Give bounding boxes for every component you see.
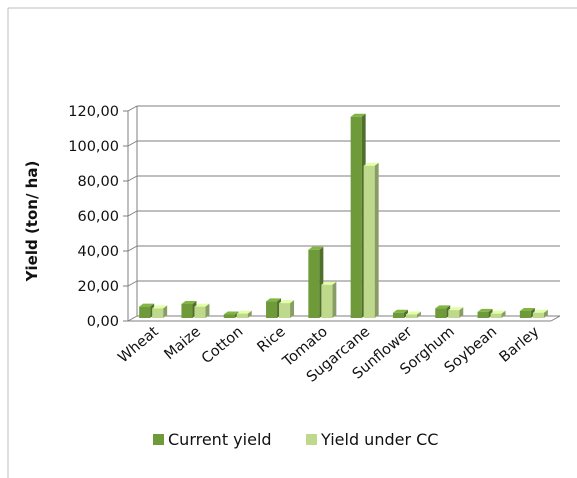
y-tick-label: 80,00 — [77, 174, 119, 190]
legend-swatch-current-yield — [153, 434, 164, 445]
bar-yield-under-cc-maize — [194, 303, 210, 318]
gridline-wall — [127, 175, 138, 182]
y-tick-labels: 0,00 20,00 40,00 60,00 80,00 100,00 120,00 — [68, 104, 119, 330]
legend: Current yield Yield under CC — [153, 430, 438, 449]
bar-current-yield-maize — [181, 301, 197, 318]
bar-yield-under-cc-cotton — [236, 310, 252, 318]
bar-current-yield-sorghum — [435, 305, 451, 318]
bar-current-yield-wheat — [139, 303, 155, 318]
gridline-wall — [127, 245, 138, 252]
floor-edge — [550, 315, 561, 322]
bar-current-yield-soybean — [477, 308, 493, 318]
y-axis-title: Yield (ton/ ha) — [23, 161, 41, 283]
legend-label-current-yield: Current yield — [168, 430, 272, 449]
bar-current-yield-rice — [266, 298, 282, 318]
bar-yield-under-cc-barley — [532, 309, 548, 318]
y-tick-label: 120,00 — [68, 104, 119, 120]
bar-yield-under-cc-wheat — [152, 305, 168, 318]
legend-label-yield-under-cc: Yield under CC — [320, 430, 438, 449]
x-tick-label: Rice — [255, 324, 289, 356]
bar-current-yield-sunflower — [392, 309, 408, 318]
x-tick-label: Wheat — [115, 324, 162, 367]
gridline-wall — [127, 105, 138, 112]
bar-yield-under-cc-sorghum — [448, 307, 464, 318]
bar-current-yield-cotton — [223, 311, 239, 318]
bars — [139, 113, 548, 318]
bar-yield-under-cc-rice — [279, 300, 295, 318]
gridline-wall — [127, 140, 138, 147]
axes — [127, 106, 561, 322]
bar-current-yield-barley — [519, 308, 535, 318]
x-tick-label: Cotton — [199, 324, 246, 367]
bar-yield-under-cc-sugarcane — [363, 162, 379, 318]
bar-current-yield-tomato — [308, 246, 324, 318]
x-tick-label: Barley — [497, 324, 543, 366]
y-tick-label: 100,00 — [68, 139, 119, 155]
legend-swatch-yield-under-cc — [306, 434, 317, 445]
gridline-wall — [127, 210, 138, 217]
y-tick-label: 0,00 — [87, 314, 119, 330]
x-tick-label: Maize — [162, 324, 204, 363]
y-tick-label: 40,00 — [77, 244, 119, 260]
bar-yield-under-cc-tomato — [321, 281, 337, 318]
gridlines — [123, 105, 560, 322]
y-tick-label: 20,00 — [77, 279, 119, 295]
bar-current-yield-sugarcane — [350, 113, 366, 318]
bar-yield-under-cc-sunflower — [405, 311, 421, 318]
gridline-wall — [127, 315, 138, 322]
gridline-wall — [127, 280, 138, 287]
bar-yield-under-cc-soybean — [490, 310, 506, 318]
y-tick-label: 60,00 — [77, 209, 119, 225]
